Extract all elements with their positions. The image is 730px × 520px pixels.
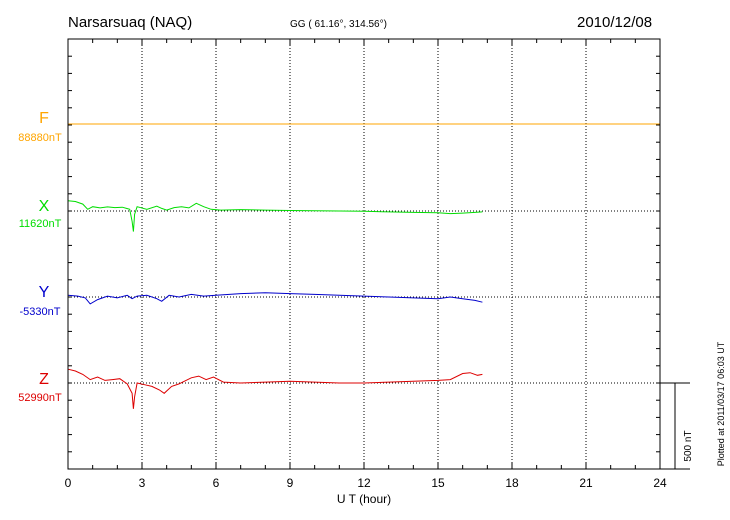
grid-lines [141,39,587,469]
x-tick-label-15: 15 [431,476,445,490]
scale-bar-label: 500 nT [683,430,694,461]
series-line-Z [67,368,483,409]
plotted-note: Plotted at 2011/03/17 06:03 UT [716,341,726,466]
x-tick-label-3: 3 [139,476,146,490]
series-line-X [67,200,483,232]
x-tick-label-24: 24 [653,476,667,490]
x-axis-ticks: 0 3 6 9 12 15 18 21 24 [65,39,667,490]
baseline-value-X: 11620nT [19,218,62,230]
baseline-value-Y: -5330nT [20,306,61,318]
component-label-Z: Z [39,371,49,388]
x-tick-label-0: 0 [65,476,72,490]
data-series [67,123,660,409]
component-label-F: F [39,110,49,127]
x-tick-label-12: 12 [357,476,371,490]
component-label-Y: Y [39,284,50,301]
coordinates-label: GG ( 61.16°, 314.56°) [290,19,387,30]
x-tick-label-6: 6 [213,476,220,490]
y-minor-ticks [68,38,660,470]
baseline-value-Z: 52990nT [18,392,62,404]
x-tick-label-18: 18 [505,476,519,490]
series-labels: F 88880nT X 11620nT Y -5330nT Z 52990nT [18,110,62,404]
scale-bar: 500 nT [660,382,694,470]
x-tick-label-21: 21 [579,476,593,490]
plot-frame [67,38,661,470]
baseline-value-F: 88880nT [18,132,62,144]
x-tick-label-9: 9 [287,476,294,490]
station-title: Narsarsuaq (NAQ) [68,14,192,31]
x-axis-label: U T (hour) [337,492,391,506]
series-line-Y [67,292,483,305]
component-label-X: X [39,198,50,215]
date-label: 2010/12/08 [577,14,652,31]
